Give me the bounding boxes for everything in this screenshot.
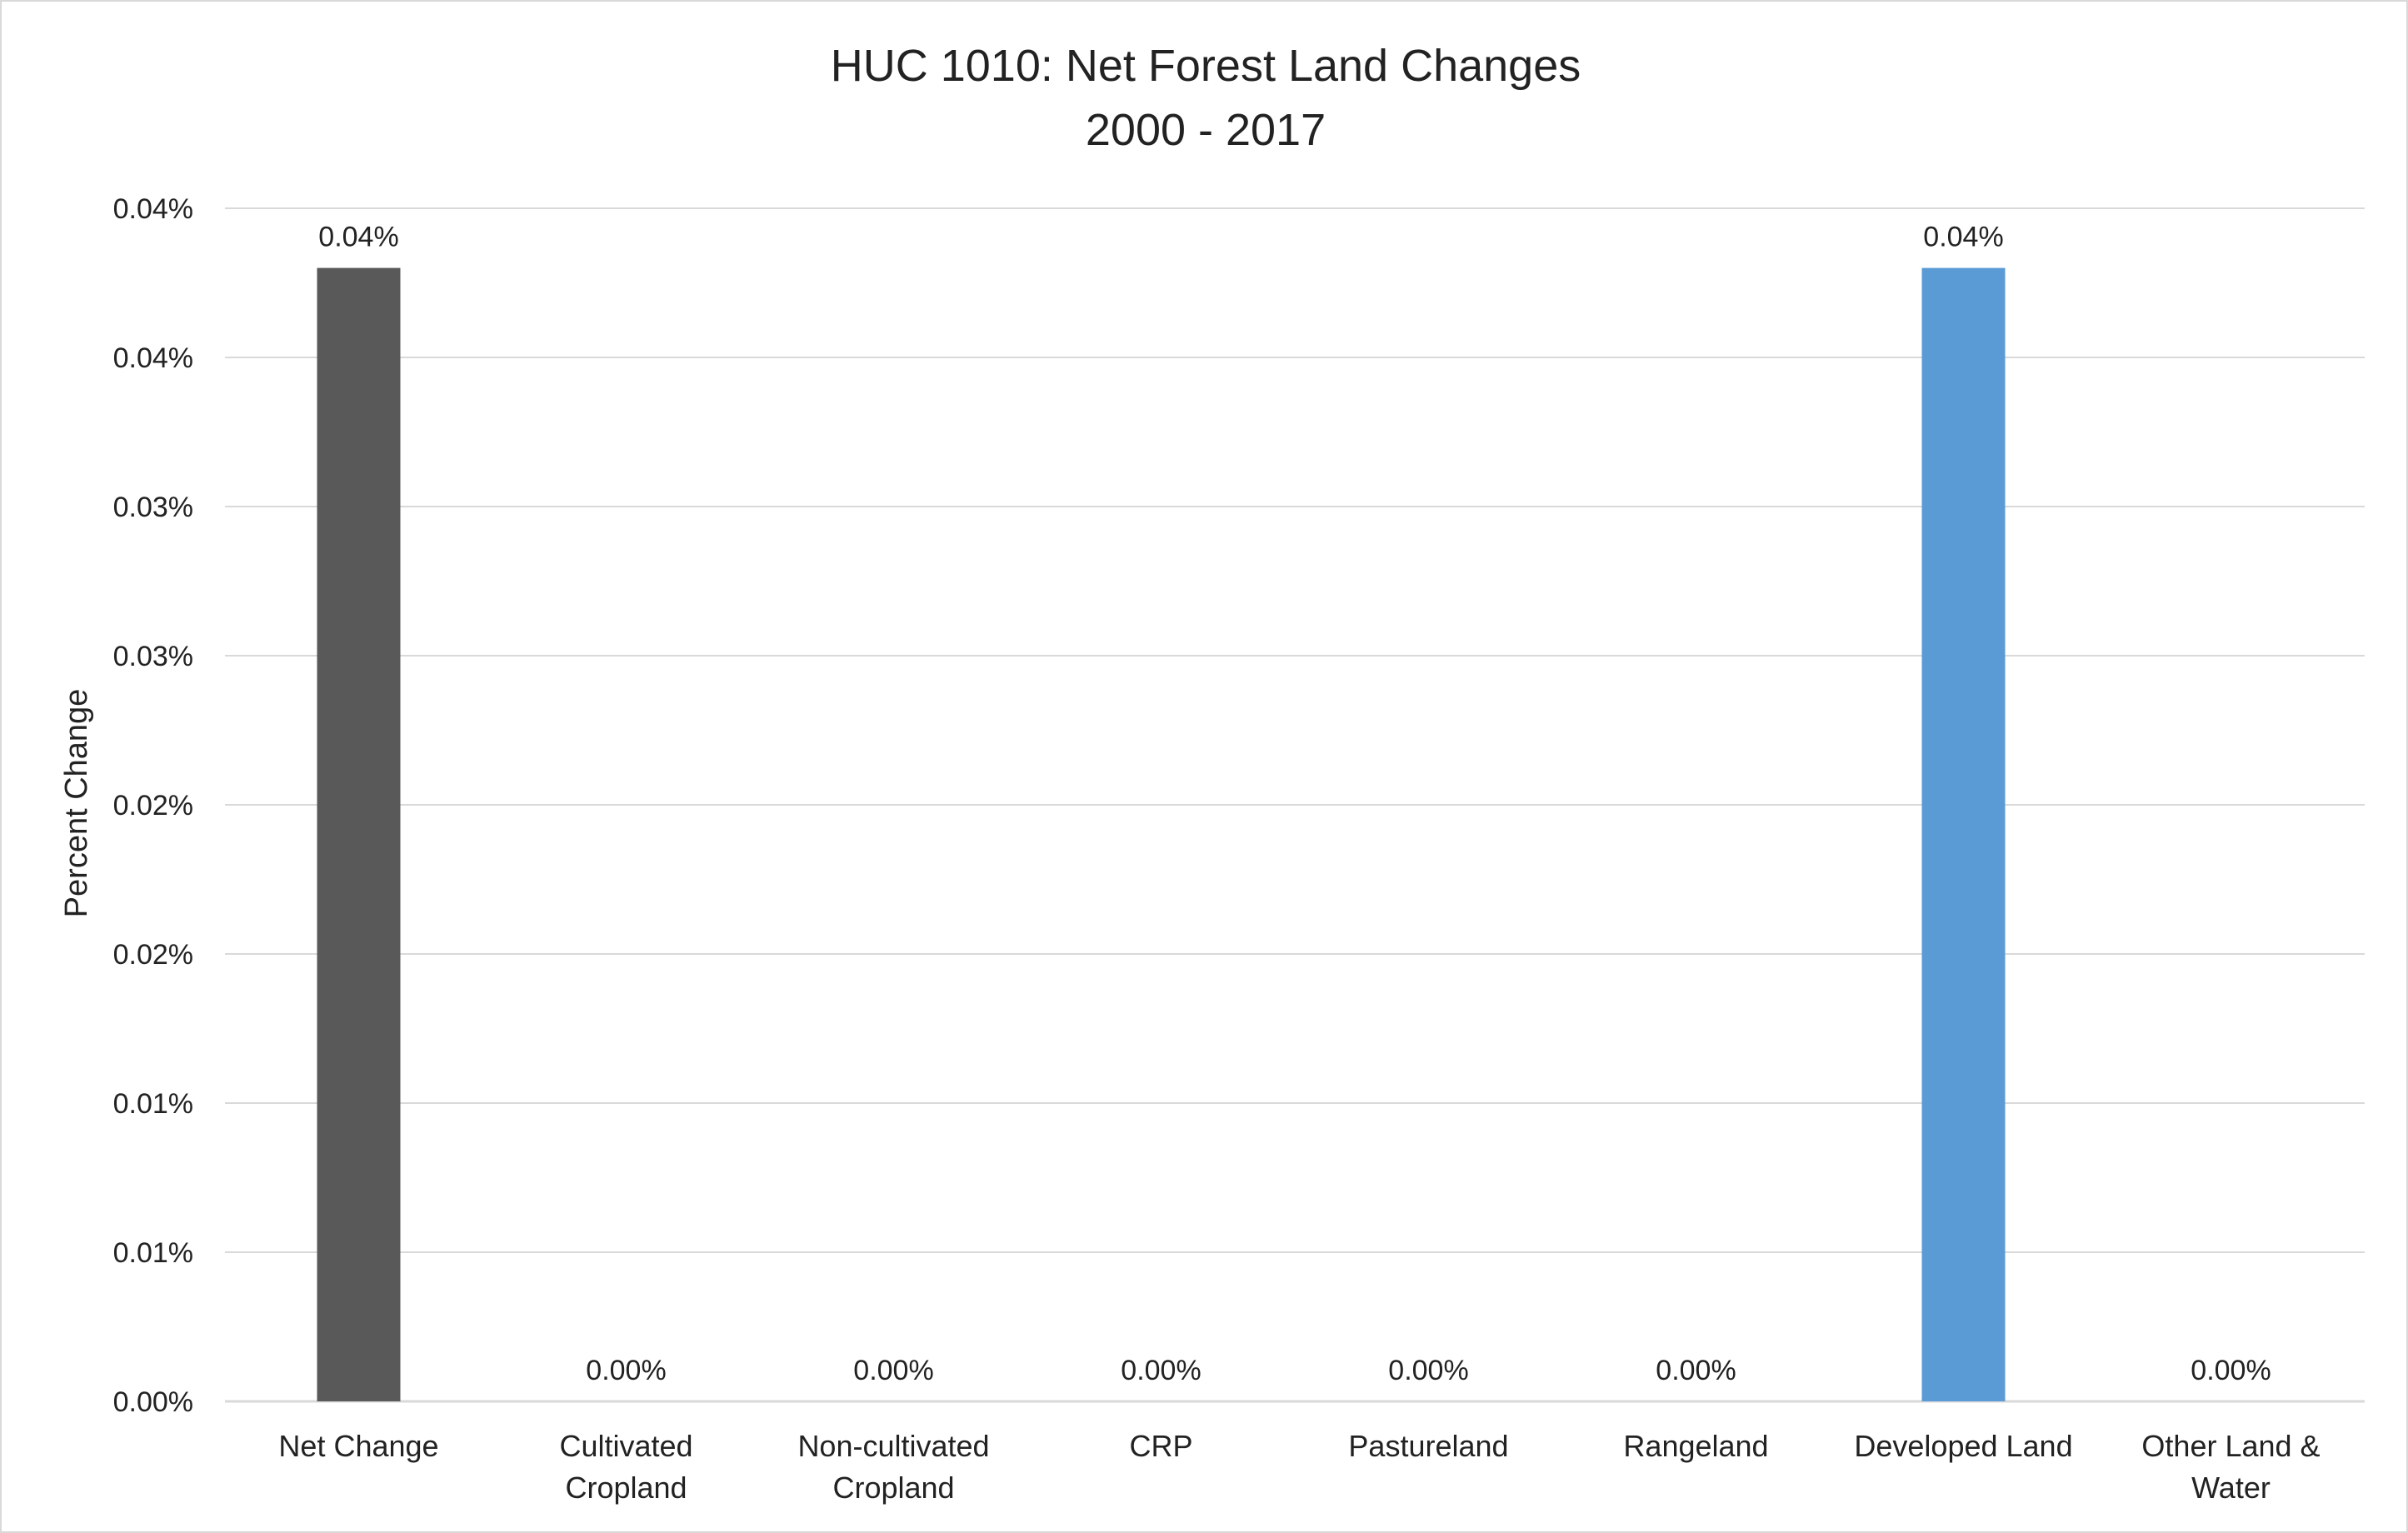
category-label: Non-cultivated: [797, 1429, 989, 1463]
data-label: 0.00%: [586, 1355, 666, 1386]
y-tick-label: 0.04%: [113, 193, 193, 225]
category-label: Cropland: [565, 1471, 687, 1505]
bar: [1921, 267, 2006, 1402]
data-label: 0.00%: [2191, 1355, 2271, 1386]
data-label: 0.04%: [1923, 222, 2003, 253]
data-label: 0.04%: [318, 222, 398, 253]
y-tick-label: 0.01%: [113, 1088, 193, 1120]
category-label: Rangeland: [1623, 1429, 1768, 1463]
category-label: Other Land &: [2141, 1429, 2320, 1463]
y-tick-label: 0.02%: [113, 939, 193, 971]
y-tick-label: 0.04%: [113, 342, 193, 374]
y-tick-label: 0.03%: [113, 492, 193, 523]
y-tick-label: 0.01%: [113, 1237, 193, 1269]
bar: [317, 267, 401, 1402]
chart-subtitle: 2000 - 2017: [1086, 105, 1326, 155]
category-label: Cropland: [832, 1471, 954, 1505]
data-labels: 0.04% 0.00% 0.00% 0.00% 0.00% 0.00% 0.04% 0.00%: [318, 222, 2271, 1386]
x-axis-categories: Net Change Cultivated Cropland Non-cultivat…: [278, 1429, 2320, 1505]
category-label: Cultivated: [559, 1429, 692, 1463]
y-tick-label: 0.00%: [113, 1386, 193, 1418]
data-label: 0.00%: [1388, 1355, 1468, 1386]
category-label: Developed Land: [1854, 1429, 2072, 1463]
y-tick-label: 0.03%: [113, 641, 193, 672]
gridlines: [225, 207, 2365, 1403]
bars: [317, 267, 2006, 1402]
y-axis-label: Percent Change: [59, 689, 94, 918]
category-label: Pastureland: [1348, 1429, 1508, 1463]
y-axis-ticks: 0.00% 0.01% 0.01% 0.02% 0.02% 0.03% 0.03% 0.04%…: [113, 193, 193, 1418]
data-label: 0.00%: [1121, 1355, 1201, 1386]
data-label: 0.00%: [853, 1355, 933, 1386]
category-label: Water: [2191, 1471, 2271, 1505]
category-label: Net Change: [278, 1429, 438, 1463]
category-label: CRP: [1129, 1429, 1192, 1463]
y-tick-label: 0.02%: [113, 790, 193, 821]
data-label: 0.00%: [1656, 1355, 1736, 1386]
chart-title: HUC 1010: Net Forest Land Changes: [831, 41, 1581, 91]
